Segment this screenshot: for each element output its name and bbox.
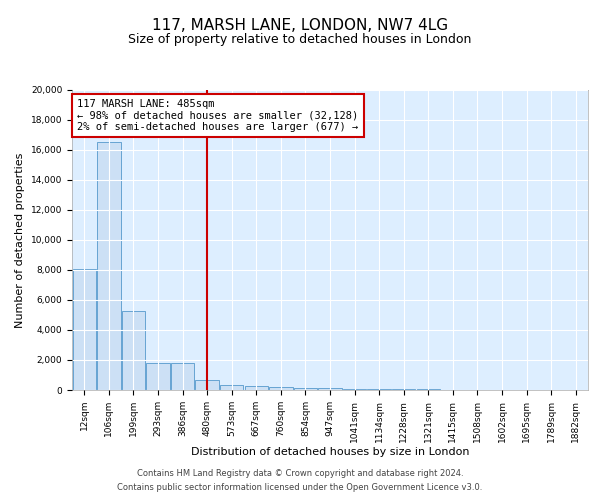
Text: 117 MARSH LANE: 485sqm
← 98% of detached houses are smaller (32,128)
2% of semi-: 117 MARSH LANE: 485sqm ← 98% of detached… xyxy=(77,99,358,132)
X-axis label: Distribution of detached houses by size in London: Distribution of detached houses by size … xyxy=(191,448,469,458)
Bar xyxy=(146,363,170,390)
Bar xyxy=(73,268,96,390)
Bar xyxy=(245,386,268,390)
Bar xyxy=(269,387,293,390)
Bar xyxy=(97,142,121,390)
Bar xyxy=(220,385,244,390)
Y-axis label: Number of detached properties: Number of detached properties xyxy=(15,152,25,328)
Text: Size of property relative to detached houses in London: Size of property relative to detached ho… xyxy=(128,32,472,46)
Text: 117, MARSH LANE, LONDON, NW7 4LG: 117, MARSH LANE, LONDON, NW7 4LG xyxy=(152,18,448,32)
Bar xyxy=(171,363,194,390)
Bar xyxy=(196,380,219,390)
Bar xyxy=(122,310,145,390)
Bar xyxy=(319,388,341,390)
Bar xyxy=(294,388,317,390)
Bar xyxy=(343,389,366,390)
Text: Contains public sector information licensed under the Open Government Licence v3: Contains public sector information licen… xyxy=(118,484,482,492)
Bar xyxy=(367,389,391,390)
Text: Contains HM Land Registry data © Crown copyright and database right 2024.: Contains HM Land Registry data © Crown c… xyxy=(137,468,463,477)
Bar xyxy=(392,389,415,390)
